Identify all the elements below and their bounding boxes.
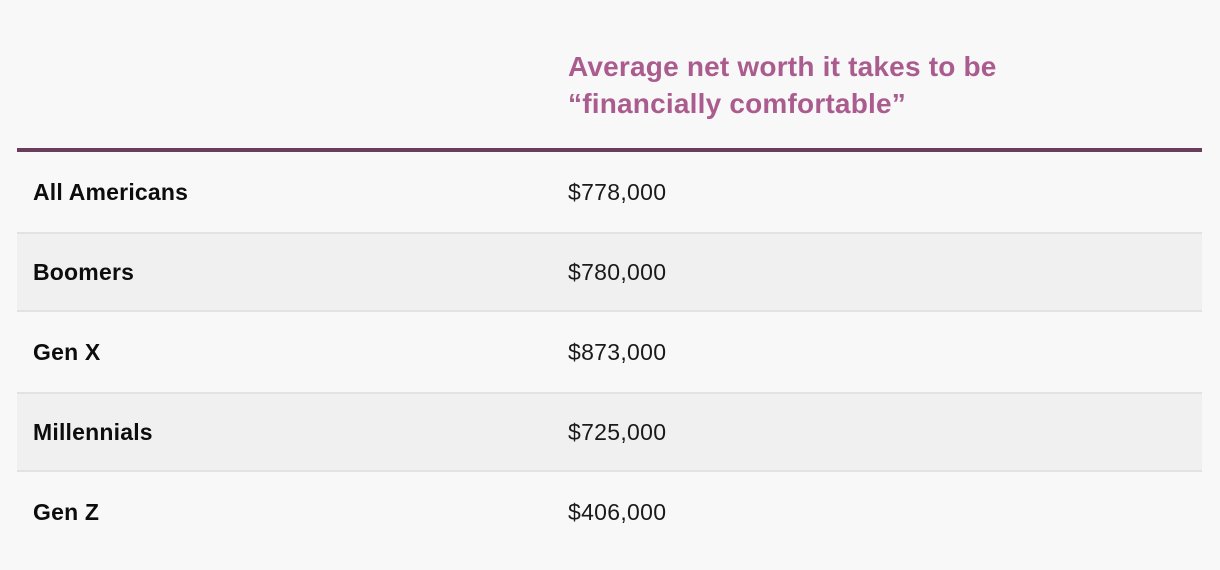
table-row: All Americans $778,000 (17, 152, 1202, 232)
header-cell-value: Average net worth it takes to be “financ… (568, 48, 1202, 122)
table-row: Gen X $873,000 (17, 312, 1202, 392)
table-row: Boomers $780,000 (17, 232, 1202, 312)
generation-label: Boomers (33, 258, 135, 285)
value-column-header: Average net worth it takes to be “financ… (568, 51, 997, 119)
generation-label: Gen X (33, 338, 101, 365)
net-worth-value: $406,000 (568, 498, 667, 525)
net-worth-table: Average net worth it takes to be “financ… (17, 0, 1202, 552)
table-row: Gen Z $406,000 (17, 472, 1202, 552)
table-header-row: Average net worth it takes to be “financ… (17, 0, 1202, 152)
generation-label: Gen Z (33, 498, 100, 525)
net-worth-value: $873,000 (568, 338, 667, 365)
generation-label: Millennials (33, 418, 153, 445)
table-row: Millennials $725,000 (17, 392, 1202, 472)
net-worth-value: $725,000 (568, 418, 667, 445)
net-worth-value: $780,000 (568, 258, 667, 285)
generation-label: All Americans (33, 178, 189, 205)
net-worth-value: $778,000 (568, 178, 667, 205)
